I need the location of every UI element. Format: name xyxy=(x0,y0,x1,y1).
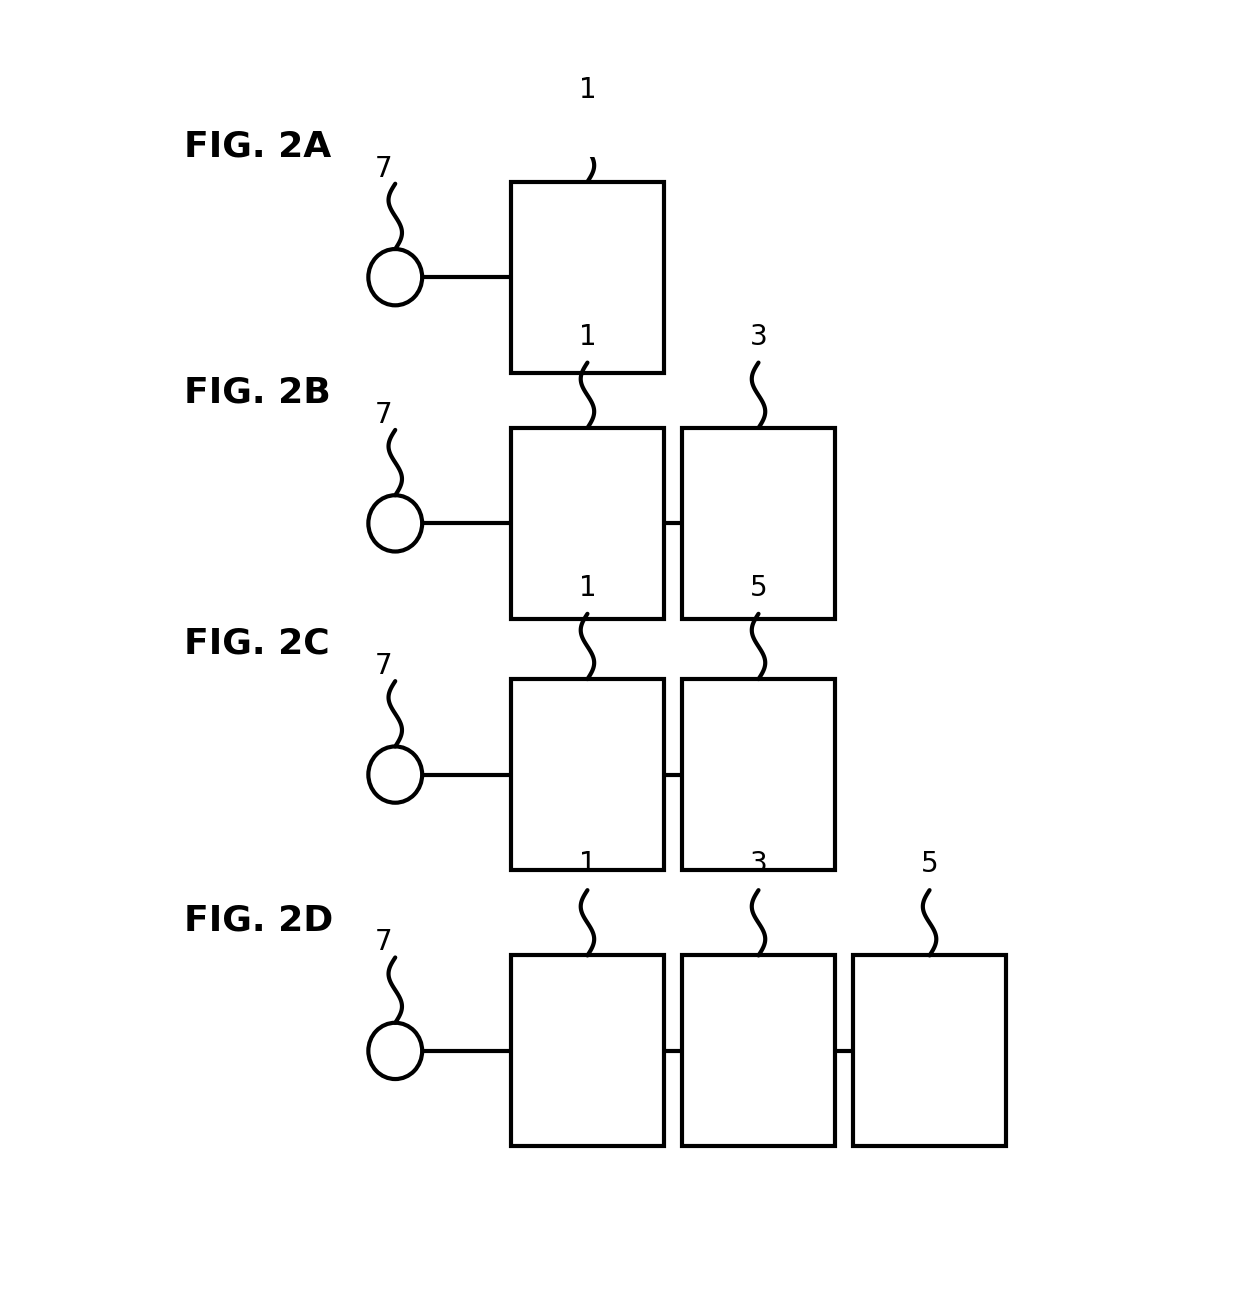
Text: FIG. 2A: FIG. 2A xyxy=(184,129,331,163)
Text: 7: 7 xyxy=(374,155,393,183)
Text: 7: 7 xyxy=(374,401,393,429)
Text: 1: 1 xyxy=(579,574,596,602)
Text: FIG. 2D: FIG. 2D xyxy=(184,903,334,937)
Text: 7: 7 xyxy=(374,928,393,957)
Bar xyxy=(682,955,836,1146)
Bar xyxy=(511,428,665,619)
Bar xyxy=(853,955,1007,1146)
Bar xyxy=(682,428,836,619)
Bar xyxy=(511,181,665,373)
Text: 3: 3 xyxy=(750,322,768,351)
Text: 1: 1 xyxy=(579,850,596,878)
Bar xyxy=(682,679,836,870)
Text: 7: 7 xyxy=(374,652,393,680)
Bar xyxy=(511,679,665,870)
Text: FIG. 2C: FIG. 2C xyxy=(184,626,330,660)
Text: 5: 5 xyxy=(921,850,939,878)
Text: 5: 5 xyxy=(750,574,768,602)
Text: 1: 1 xyxy=(579,322,596,351)
Bar xyxy=(511,955,665,1146)
Text: FIG. 2B: FIG. 2B xyxy=(184,376,331,410)
Text: 1: 1 xyxy=(579,77,596,104)
Text: 3: 3 xyxy=(750,850,768,878)
